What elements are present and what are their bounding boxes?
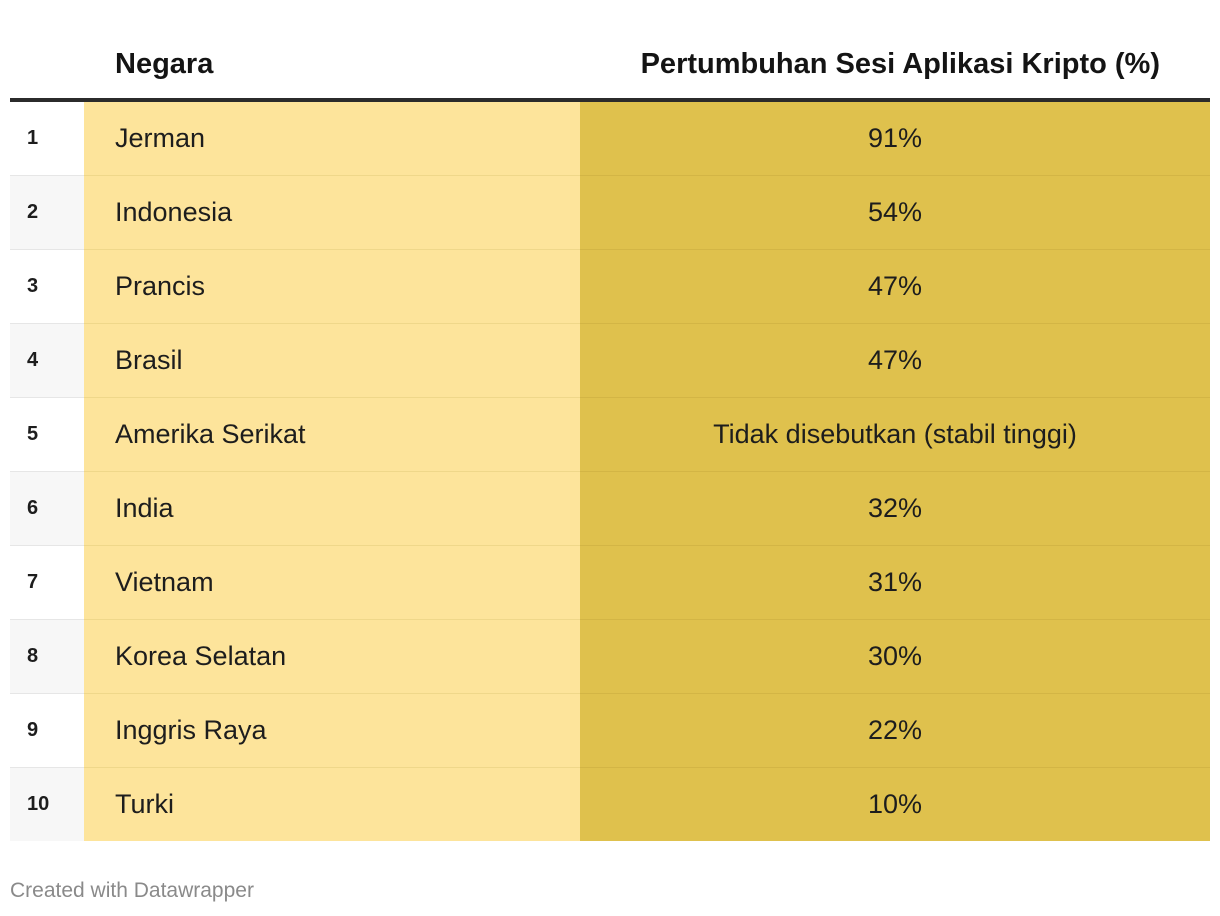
rank-cell: 6	[10, 471, 84, 546]
header-growth: Pertumbuhan Sesi Aplikasi Kripto (%)	[580, 30, 1210, 102]
header-country: Negara	[84, 30, 580, 102]
header-rank	[10, 30, 84, 102]
rank-cell: 1	[10, 100, 84, 176]
table-row: 4 Brasil 47%	[10, 323, 1210, 398]
rank-cell: 2	[10, 175, 84, 250]
country-cell: Vietnam	[84, 545, 580, 620]
table-row: 2 Indonesia 54%	[10, 175, 1210, 250]
table-row: 7 Vietnam 31%	[10, 545, 1210, 620]
table-row: 1 Jerman 91%	[10, 100, 1210, 176]
rank-cell: 9	[10, 693, 84, 768]
growth-cell: 91%	[580, 100, 1210, 176]
growth-cell: 54%	[580, 175, 1210, 250]
table-header: Negara Pertumbuhan Sesi Aplikasi Kripto …	[10, 30, 1210, 102]
growth-cell: 31%	[580, 545, 1210, 620]
country-cell: Turki	[84, 767, 580, 841]
growth-cell: 32%	[580, 471, 1210, 546]
country-cell: Indonesia	[84, 175, 580, 250]
growth-cell: 22%	[580, 693, 1210, 768]
country-cell: Amerika Serikat	[84, 397, 580, 472]
growth-cell: 10%	[580, 767, 1210, 841]
growth-cell: 30%	[580, 619, 1210, 694]
datawrapper-credit: Created with Datawrapper	[10, 879, 254, 902]
rank-cell: 5	[10, 397, 84, 472]
rank-cell: 8	[10, 619, 84, 694]
table-row: 3 Prancis 47%	[10, 249, 1210, 324]
rank-cell: 10	[10, 767, 84, 841]
growth-cell: Tidak disebutkan (stabil tinggi)	[580, 397, 1210, 472]
table-body: 1 Jerman 91% 2 Indonesia 54% 3 Prancis 47% 4 Brasi…	[10, 100, 1210, 841]
header-row: Negara Pertumbuhan Sesi Aplikasi Kripto …	[10, 30, 1210, 102]
country-cell: Prancis	[84, 249, 580, 324]
country-cell: Brasil	[84, 323, 580, 398]
rank-cell: 3	[10, 249, 84, 324]
table-row: 8 Korea Selatan 30%	[10, 619, 1210, 694]
table-row: 10 Turki 10%	[10, 767, 1210, 841]
rank-cell: 4	[10, 323, 84, 398]
country-cell: Korea Selatan	[84, 619, 580, 694]
growth-table: Negara Pertumbuhan Sesi Aplikasi Kripto …	[10, 30, 1210, 841]
country-cell: Jerman	[84, 100, 580, 176]
growth-cell: 47%	[580, 323, 1210, 398]
table-row: 6 India 32%	[10, 471, 1210, 546]
data-table-chart: Negara Pertumbuhan Sesi Aplikasi Kripto …	[10, 30, 1210, 841]
growth-cell: 47%	[580, 249, 1210, 324]
table-row: 5 Amerika Serikat Tidak disebutkan (stabil…	[10, 397, 1210, 472]
table-row: 9 Inggris Raya 22%	[10, 693, 1210, 768]
rank-cell: 7	[10, 545, 84, 620]
country-cell: India	[84, 471, 580, 546]
country-cell: Inggris Raya	[84, 693, 580, 768]
